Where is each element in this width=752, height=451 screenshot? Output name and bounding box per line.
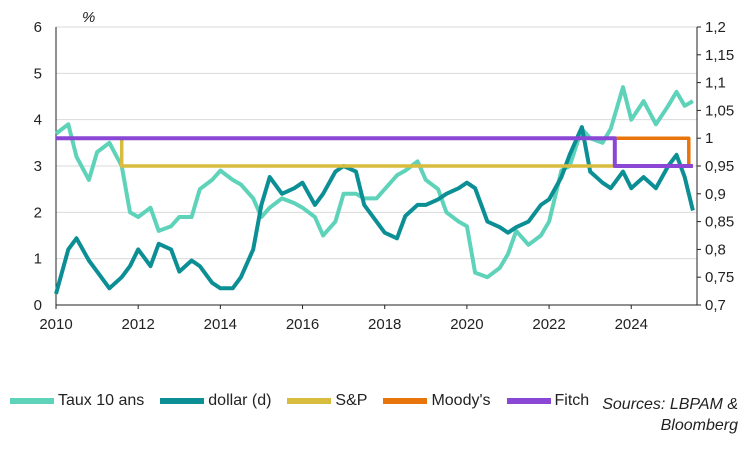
series-line-moody-s [56,136,691,166]
series-line-dollar-d [54,125,695,295]
y-left-tick-label: 1 [34,251,42,268]
legend-item-taux-10-ans: Taux 10 ans [10,392,144,410]
legend-item-fitch: Fitch [506,392,590,410]
x-tick-label: 2024 [615,316,648,333]
series-line-fitch [56,136,693,168]
series-layer [54,85,695,295]
y-right-tick-label: 1,2 [705,19,726,36]
y-right-tick-label: 1 [705,130,713,147]
x-tick-label: 2016 [286,316,319,333]
y-left-tick-label: 4 [34,112,42,129]
line-chart: 0 1 2 3 4 5 6 0,7 0,75 0,8 0,85 0,9 0,95 1 1,05 1,1 1,15… [34,9,735,333]
legend-swatch-taux-10-ans [10,398,54,404]
legend-item-sp: S&P [287,392,367,410]
y-right-tick-label: 0,8 [705,241,726,258]
x-tick-label: 2022 [532,316,565,333]
y-unit-label: % [82,9,95,26]
legend: Taux 10 ans dollar (d) S&P Moody's Fitch [10,392,605,410]
source-note: Sources: LBPAM & Bloomberg [602,394,738,436]
legend-swatch-sp [287,398,332,404]
axes [55,26,701,309]
legend-label-moodys: Moody's [431,392,491,409]
source-line-1: Sources: LBPAM & [602,396,738,413]
y-right-tick-label: 0,85 [705,214,734,231]
x-tick-label: 2020 [450,316,483,333]
legend-item-dollar: dollar (d) [160,392,271,410]
y-right-tick-label: 1,05 [705,102,734,119]
x-tick-label: 2014 [204,316,237,333]
y-left-tick-label: 3 [34,158,42,175]
y-right-tick-label: 0,95 [705,158,734,175]
legend-label-sp: S&P [335,392,368,409]
y-left-tick-label: 0 [34,297,42,314]
y-left-tick-label: 5 [34,65,42,82]
y-right-tick-label: 1,1 [705,75,726,92]
legend-label-dollar: dollar (d) [208,392,272,409]
legend-swatch-fitch [506,398,551,404]
y-right-tick-label: 0,75 [705,269,734,286]
tick-labels: 0 1 2 3 4 5 6 0,7 0,75 0,8 0,85 0,9 0,95 1 1,05 1,1 1,15… [34,19,735,333]
legend-label-taux-10-ans: Taux 10 ans [58,392,145,409]
y-left-tick-label: 6 [34,19,42,36]
y-right-tick-label: 0,9 [705,186,726,203]
y-left-tick-label: 2 [34,204,42,221]
x-tick-label: 2010 [39,316,72,333]
legend-swatch-moodys [383,398,428,404]
legend-swatch-dollar [160,398,205,404]
y-right-tick-label: 1,15 [705,47,734,64]
source-line-2: Bloomberg [660,417,738,434]
legend-label-fitch: Fitch [554,392,590,409]
x-tick-label: 2012 [121,316,154,333]
legend-item-moodys: Moody's [383,392,491,410]
x-tick-label: 2018 [368,316,401,333]
y-right-tick-label: 0,7 [705,297,726,314]
series-line-taux-10-ans [54,85,694,280]
